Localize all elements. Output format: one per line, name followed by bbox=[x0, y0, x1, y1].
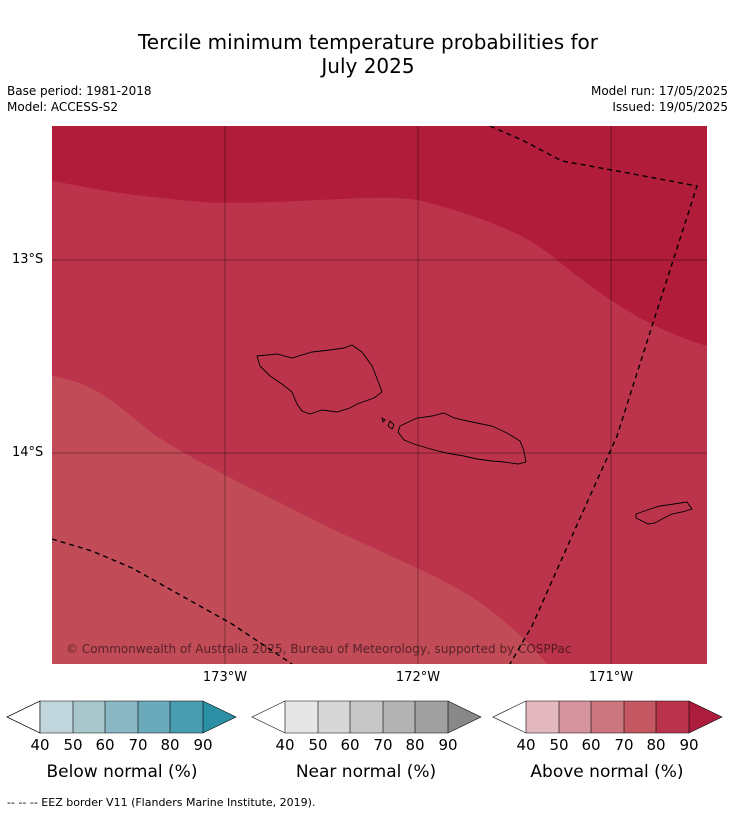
graticule bbox=[52, 126, 707, 664]
lat-label-14s: 14°S bbox=[12, 445, 44, 460]
model-run: Model run: 17/05/2025 bbox=[590, 84, 728, 98]
islands bbox=[256, 344, 693, 525]
near-tick-40: 40 bbox=[275, 736, 295, 754]
model-name: Model: ACCESS-S2 bbox=[7, 100, 119, 114]
eez-borders bbox=[52, 126, 698, 664]
title-line-1: Tercile minimum temperature probabilitie… bbox=[137, 30, 599, 54]
base-period: Base period: 1981-2018 bbox=[7, 84, 152, 98]
colorbar-near bbox=[251, 700, 482, 734]
issued-date: Issued: 19/05/2025 bbox=[612, 100, 728, 114]
lon-label-171w: 171°W bbox=[588, 670, 634, 685]
copyright-text: © Commonwealth of Australia 2025, Bureau… bbox=[66, 642, 571, 656]
lon-label-172w: 172°W bbox=[395, 670, 441, 685]
above-tick-50: 50 bbox=[549, 736, 569, 754]
near-tick-50: 50 bbox=[308, 736, 328, 754]
island-manono bbox=[387, 420, 395, 430]
lat-label-13s: 13°S bbox=[12, 252, 44, 267]
near-tick-90: 90 bbox=[438, 736, 458, 754]
below-tick-70: 70 bbox=[128, 736, 148, 754]
below-tick-80: 80 bbox=[160, 736, 180, 754]
below-tick-50: 50 bbox=[63, 736, 83, 754]
near-tick-80: 80 bbox=[405, 736, 425, 754]
colorbar-below bbox=[6, 700, 237, 734]
near-tick-70: 70 bbox=[373, 736, 393, 754]
island-apolima bbox=[381, 416, 386, 423]
eez-border-east bbox=[489, 126, 698, 664]
above-tick-70: 70 bbox=[614, 736, 634, 754]
colorbar-above bbox=[492, 700, 723, 734]
above-tick-80: 80 bbox=[646, 736, 666, 754]
meta-left: Base period: 1981-2018 Model: ACCESS-S2 bbox=[7, 83, 152, 115]
island-upolu bbox=[397, 412, 527, 465]
island-tutuila bbox=[635, 501, 693, 525]
colorbar-row bbox=[6, 700, 723, 734]
above-normal-label: Above normal (%) bbox=[530, 762, 684, 782]
island-savaii bbox=[256, 344, 383, 415]
below-tick-40: 40 bbox=[30, 736, 50, 754]
near-normal-label: Near normal (%) bbox=[295, 762, 437, 782]
meta-right: Model run: 17/05/2025 Issued: 19/05/2025 bbox=[591, 83, 728, 115]
lon-label-173w: 173°W bbox=[202, 670, 248, 685]
map-panel: © Commonwealth of Australia 2025, Bureau… bbox=[52, 126, 707, 664]
above-tick-40: 40 bbox=[516, 736, 536, 754]
near-tick-60: 60 bbox=[340, 736, 360, 754]
below-tick-90: 90 bbox=[193, 736, 213, 754]
above-tick-60: 60 bbox=[581, 736, 601, 754]
eez-footnote: -- -- -- EEZ border V11 (Flanders Marine… bbox=[7, 796, 316, 809]
title-line-2: July 2025 bbox=[321, 54, 415, 78]
below-normal-label: Below normal (%) bbox=[46, 762, 198, 782]
above-tick-90: 90 bbox=[679, 736, 699, 754]
eez-border-southwest bbox=[52, 538, 293, 664]
map-title: Tercile minimum temperature probabilitie… bbox=[0, 30, 736, 78]
below-tick-60: 60 bbox=[95, 736, 115, 754]
